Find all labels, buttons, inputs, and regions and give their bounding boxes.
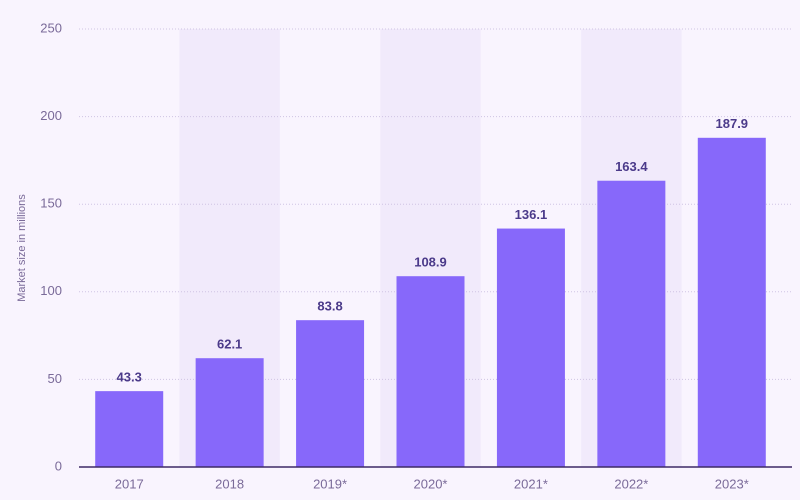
bar bbox=[396, 276, 465, 467]
y-axis-label: Market size in millions bbox=[16, 194, 28, 302]
value-label: 187.9 bbox=[716, 116, 749, 131]
value-label: 108.9 bbox=[414, 255, 447, 270]
bar bbox=[697, 137, 766, 467]
x-tick-label: 2021* bbox=[514, 476, 548, 491]
bar bbox=[296, 320, 365, 467]
y-tick-label: 250 bbox=[40, 20, 62, 35]
x-tick-label: 2018 bbox=[215, 476, 244, 491]
x-tick-label: 2019* bbox=[313, 476, 347, 491]
bar bbox=[597, 180, 666, 467]
bar bbox=[195, 358, 264, 467]
value-label: 136.1 bbox=[515, 207, 548, 222]
y-tick-label: 150 bbox=[40, 196, 62, 211]
value-label: 62.1 bbox=[217, 337, 242, 352]
bar bbox=[496, 228, 565, 467]
x-tick-label: 2022* bbox=[614, 476, 648, 491]
y-tick-label: 0 bbox=[55, 458, 62, 473]
value-label: 163.4 bbox=[615, 159, 648, 174]
x-tick-label: 2023* bbox=[715, 476, 749, 491]
bar bbox=[95, 391, 164, 467]
value-label: 83.8 bbox=[317, 299, 342, 314]
value-label: 43.3 bbox=[117, 370, 142, 385]
y-tick-label: 50 bbox=[48, 371, 62, 386]
y-tick-label: 100 bbox=[40, 283, 62, 298]
x-tick-label: 2020* bbox=[414, 476, 448, 491]
y-tick-label: 200 bbox=[40, 108, 62, 123]
x-tick-label: 2017 bbox=[115, 476, 144, 491]
